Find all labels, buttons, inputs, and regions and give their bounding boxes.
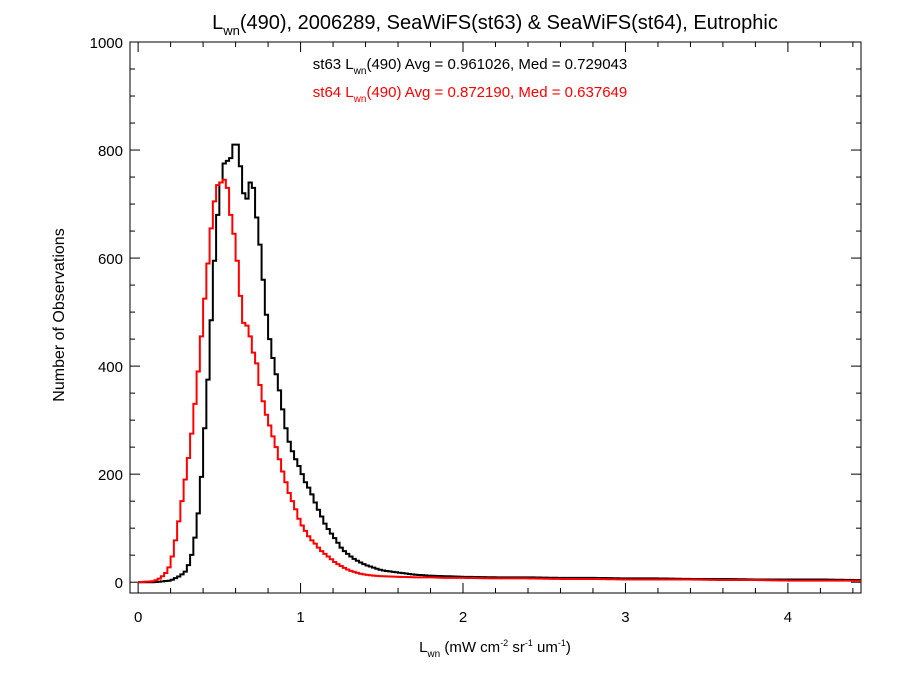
y-tick-label: 200	[98, 467, 123, 484]
plot-frame	[129, 41, 862, 594]
chart-title: Lwn(490), 2006289, SeaWiFS(st63) & SeaWi…	[212, 12, 778, 38]
annotation-st63-stats: st63 Lwn(490) Avg = 0.961026, Med = 0.72…	[313, 56, 627, 77]
plot-area-border	[129, 41, 862, 594]
series-st64-line	[138, 178, 861, 584]
x-tick-label: 0	[134, 609, 142, 626]
y-tick-label: 800	[98, 143, 123, 160]
x-tick-label: 4	[784, 609, 792, 626]
x-tick-label: 1	[296, 609, 304, 626]
series-st63-line	[138, 143, 861, 584]
y-tick-label: 400	[98, 359, 123, 376]
annotation-st64-stats: st64 Lwn(490) Avg = 0.872190, Med = 0.63…	[313, 84, 627, 105]
y-tick-label: 0	[115, 575, 123, 592]
x-tick-label: 2	[459, 609, 467, 626]
y-tick-label: 1000	[90, 35, 123, 52]
y-tick-label: 600	[98, 251, 123, 268]
y-axis-label: Number of Observations	[51, 228, 68, 401]
x-axis-label: Lwn (mW cm-2 sr-1 um-1)	[419, 638, 571, 660]
x-tick-label: 3	[621, 609, 629, 626]
series-layer	[138, 143, 861, 584]
axis-ticks: 0 1 2 3 4 0 200 400 600 800 1000	[90, 35, 861, 626]
